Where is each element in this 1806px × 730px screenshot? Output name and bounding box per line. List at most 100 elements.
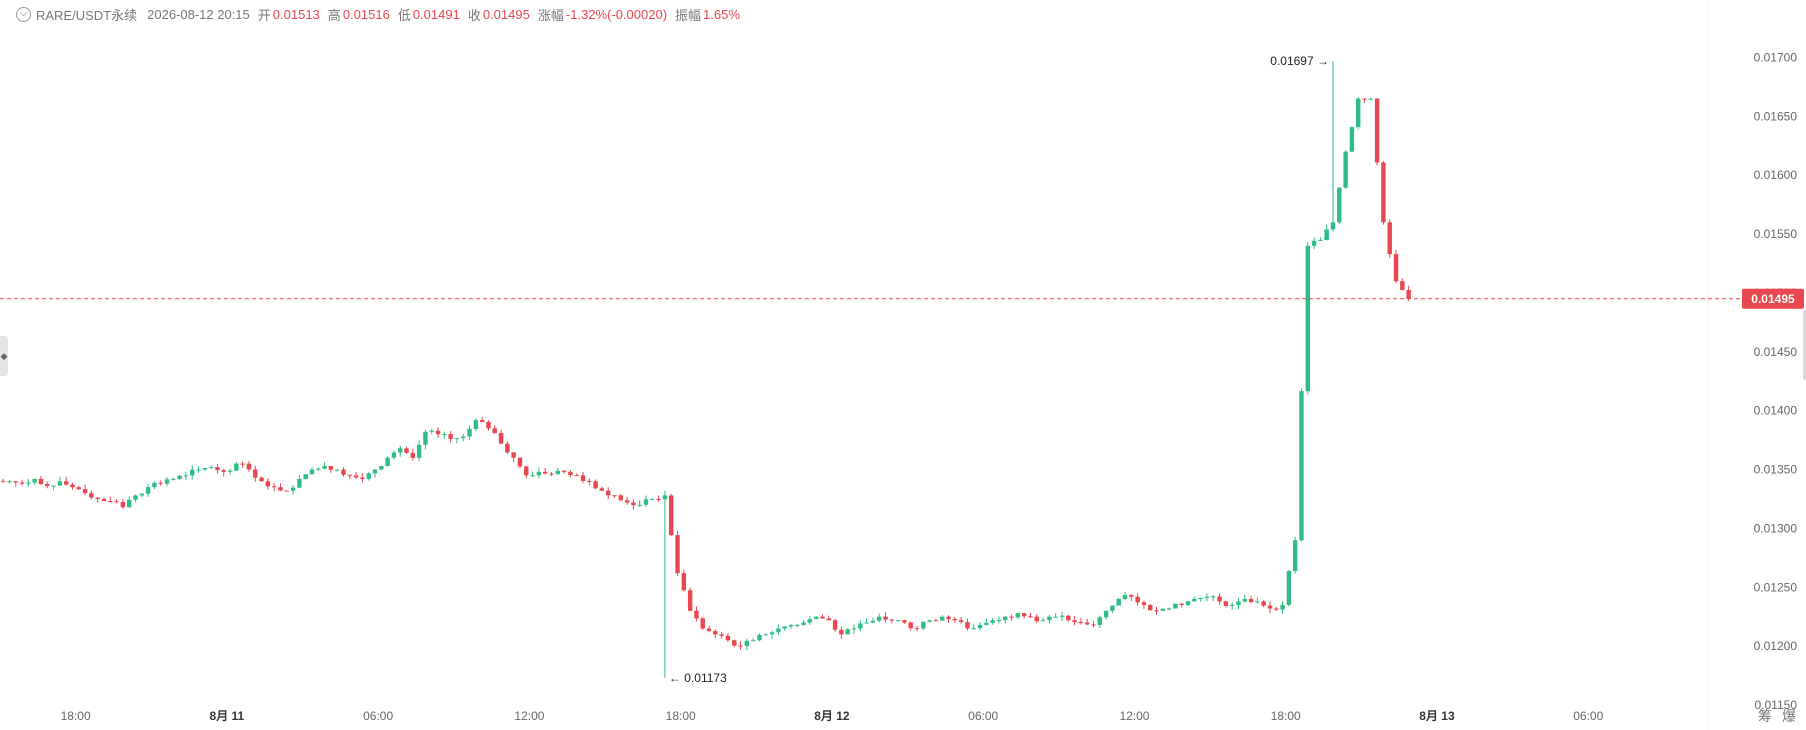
- candle-body: [95, 497, 100, 499]
- candle-body: [240, 463, 245, 465]
- candle-body: [246, 463, 252, 470]
- candle-body: [1286, 571, 1292, 605]
- candle-body: [1116, 599, 1121, 606]
- candle-body: [1349, 127, 1355, 152]
- candle-body: [70, 484, 75, 488]
- candle-body: [63, 481, 69, 485]
- candle-body: [1356, 98, 1361, 128]
- candle-body: [1192, 599, 1197, 602]
- candle-body: [977, 624, 983, 629]
- candle-body: [813, 616, 819, 620]
- candle-body: [416, 444, 422, 458]
- x-tick-label: 8月 13: [1419, 709, 1455, 723]
- high-label: 高: [327, 7, 341, 23]
- candle-body: [1229, 604, 1235, 607]
- change-label: 涨幅: [537, 7, 564, 23]
- candle-body: [1154, 610, 1159, 612]
- candle-body: [82, 489, 88, 494]
- candle-body: [725, 635, 731, 641]
- candle-body: [1223, 601, 1229, 607]
- candle-body: [801, 622, 806, 625]
- candle-body: [1003, 616, 1008, 621]
- candle-body: [372, 469, 378, 474]
- candle-body: [971, 628, 976, 630]
- candle-body: [360, 477, 365, 479]
- candle-body: [864, 622, 869, 624]
- y-tick-label: 0.01250: [1754, 580, 1798, 594]
- y-tick-label: 0.01200: [1754, 639, 1798, 653]
- candle-body: [826, 618, 831, 621]
- candle-body: [549, 473, 554, 475]
- left-drawer-handle[interactable]: ◆: [0, 336, 8, 376]
- candle-body: [839, 629, 844, 635]
- close-label: 收: [467, 7, 481, 23]
- candle-body: [139, 493, 145, 496]
- candle-body: [1179, 603, 1184, 605]
- candle-body: [542, 471, 548, 474]
- candle-body: [1091, 624, 1096, 626]
- candle-body: [1021, 613, 1027, 617]
- candle-body: [145, 487, 151, 494]
- candle-body: [965, 622, 970, 629]
- candle-body: [895, 620, 901, 622]
- datetime-label: 2026-08-12 20:15: [147, 6, 250, 22]
- ohlc-info-bar: ⌵ RARE/USDT永续 2026-08-12 20:15 开 0.01513…: [0, 0, 1700, 28]
- candle-body: [492, 428, 497, 434]
- candle-body: [1103, 610, 1109, 618]
- candle-body: [32, 478, 37, 483]
- candle-body: [57, 481, 63, 486]
- x-axis: 18:00 8月 11 06:00 12:00 18:00 8月 12 06:00 12:00…: [61, 709, 1604, 723]
- candle-body: [1261, 601, 1266, 606]
- liquidation-icon[interactable]: 爆: [1782, 708, 1796, 724]
- candle-body: [908, 622, 913, 629]
- candle-body: [662, 495, 668, 500]
- candle-body: [624, 500, 630, 503]
- candle-body: [656, 498, 661, 500]
- extreme-label: ← 0.01173: [669, 671, 727, 685]
- change-value: -1.32%(-0.00020): [565, 6, 668, 22]
- low-value: 0.01491: [412, 6, 460, 22]
- candle-body: [750, 640, 756, 642]
- candle-body: [599, 488, 605, 491]
- candle-body: [738, 645, 743, 647]
- right-scroll-handle[interactable]: [1803, 310, 1806, 380]
- candle-body: [1135, 596, 1140, 603]
- candle-body: [454, 438, 460, 440]
- candle-body: [328, 465, 334, 470]
- candle-body: [45, 484, 50, 487]
- candle-body: [1084, 622, 1090, 625]
- candle-body: [1110, 605, 1115, 611]
- candle-body: [0, 481, 6, 483]
- candle-body: [391, 452, 397, 458]
- candle-body: [353, 475, 359, 478]
- candle-body: [788, 624, 794, 627]
- candle-body: [1009, 616, 1014, 618]
- low-label: 低: [397, 7, 411, 23]
- chip-distribution-icon[interactable]: 筹: [1758, 708, 1772, 724]
- x-tick-label: 18:00: [1271, 709, 1301, 723]
- candle-body: [1381, 162, 1386, 223]
- candle-body: [1211, 596, 1216, 598]
- candle-body: [7, 481, 12, 483]
- candle-body: [952, 618, 958, 621]
- candle-body: [259, 477, 264, 482]
- collapse-toggle-icon[interactable]: ⌵: [16, 6, 31, 22]
- corner-tools: 筹 爆: [1758, 706, 1796, 726]
- x-tick-label: 8月 12: [814, 709, 850, 723]
- candle-body: [530, 475, 535, 477]
- candle-body: [1406, 289, 1411, 299]
- candle-body: [404, 448, 409, 453]
- current-price-tag: [1742, 288, 1804, 309]
- candle-body: [593, 481, 598, 489]
- candle-body: [1204, 596, 1210, 598]
- candle-body: [196, 469, 201, 471]
- candle-body: [757, 635, 762, 641]
- candle-body: [479, 420, 485, 422]
- candle-body: [89, 493, 94, 498]
- candle-body: [423, 431, 428, 445]
- candle-body: [278, 487, 283, 491]
- candle-body: [1053, 616, 1058, 618]
- candle-body: [309, 469, 315, 475]
- y-tick-label: 0.01350: [1754, 463, 1798, 477]
